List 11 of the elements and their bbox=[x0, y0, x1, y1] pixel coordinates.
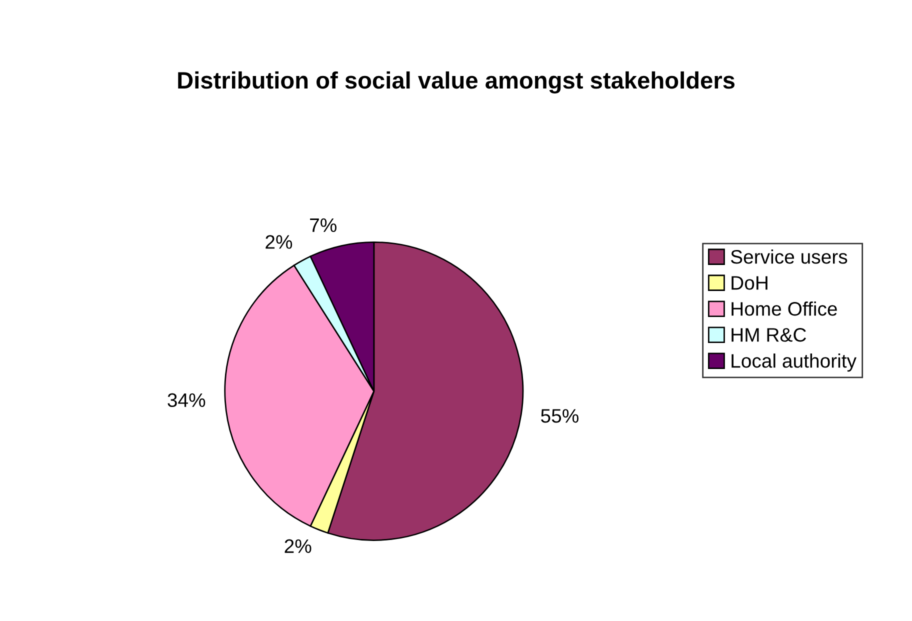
legend-label: DoH bbox=[732, 276, 768, 290]
legend-label: Local authority bbox=[732, 354, 856, 372]
data-label: 2% bbox=[266, 235, 292, 249]
data-label: 7% bbox=[310, 218, 336, 232]
data-label: 55% bbox=[541, 409, 578, 423]
data-label: 2% bbox=[284, 539, 312, 553]
chart-title: Distribution of social value amongst stakeholders bbox=[178, 71, 735, 94]
legend-label: Home Office bbox=[732, 301, 837, 316]
legend-label: Service users bbox=[730, 249, 848, 264]
legend-label: HM R&C bbox=[732, 328, 806, 342]
data-label: 34% bbox=[168, 393, 206, 408]
